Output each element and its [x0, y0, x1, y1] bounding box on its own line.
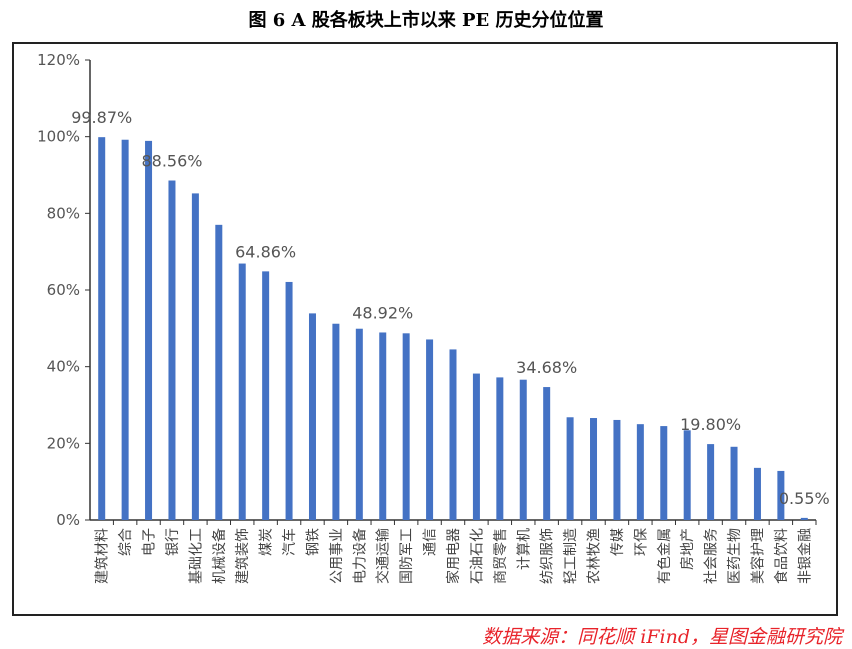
bar — [730, 446, 738, 520]
chart-title: 图 6 A 股各板块上市以来 PE 历史分位位置 — [248, 10, 604, 31]
x-category-label: 煤炭 — [259, 528, 275, 556]
bar — [496, 377, 504, 520]
bar — [168, 180, 176, 520]
bar — [121, 139, 129, 520]
x-category-label: 非银金融 — [797, 528, 813, 584]
bar — [332, 323, 340, 520]
chart-frame: 0% 20% 40% 60% 80% 100% 120% 建筑材料 综合 电子 银行 基础化工 机械设备… — [12, 42, 838, 616]
x-category-label: 电力设备 — [351, 528, 368, 584]
x-category-label: 计算机 — [516, 528, 532, 570]
x-category-label: 环保 — [633, 528, 649, 556]
x-category-label: 传媒 — [610, 528, 626, 556]
x-category-label: 钢铁 — [305, 528, 321, 556]
bar — [543, 387, 551, 520]
x-category-label: 轻工制造 — [563, 528, 579, 584]
bar — [519, 379, 527, 520]
x-category-label: 医药生物 — [727, 528, 743, 584]
x-category-label: 国防军工 — [399, 528, 415, 584]
data-label: 34.68% — [516, 358, 577, 377]
x-category-label: 基础化工 — [187, 528, 204, 584]
y-tick-label: 80% — [47, 204, 80, 222]
data-label: 19.80% — [680, 415, 741, 434]
x-category-label: 交通运输 — [375, 528, 392, 584]
x-category-label: 有色金属 — [656, 528, 673, 584]
data-label: 99.87% — [71, 108, 132, 127]
bar — [355, 328, 363, 520]
bar — [660, 426, 668, 520]
bar — [145, 140, 153, 520]
y-tick-label: 0% — [56, 511, 80, 529]
y-tick-label: 20% — [47, 434, 80, 452]
x-category-label: 纺织服饰 — [540, 528, 556, 584]
x-category-label: 农林牧渔 — [587, 528, 603, 584]
x-category-label: 电子 — [142, 528, 158, 556]
bar — [683, 430, 691, 520]
bar — [707, 444, 715, 520]
x-category-label: 食品饮料 — [773, 528, 790, 584]
bar — [191, 193, 199, 520]
x-category-label: 建筑材料 — [95, 528, 111, 584]
bar — [777, 470, 785, 520]
x-category-label: 通信 — [423, 528, 439, 556]
x-category-label: 房地产 — [680, 528, 696, 570]
bar-chart: 0% 20% 40% 60% 80% 100% 120% 建筑材料 综合 电子 银行 基础化工 机械设备… — [37, 51, 830, 584]
bar — [402, 333, 410, 520]
x-category-label: 家用电器 — [445, 528, 462, 584]
x-category-label: 汽车 — [281, 528, 298, 556]
bar — [262, 271, 270, 520]
bar — [472, 373, 480, 520]
data-label: 88.56% — [141, 152, 202, 171]
bar — [379, 332, 387, 520]
y-tick-label: 100% — [37, 128, 80, 146]
y-tick-label: 60% — [47, 281, 80, 299]
bar — [285, 281, 293, 520]
data-label: 64.86% — [235, 242, 296, 261]
bar — [613, 419, 621, 520]
x-category-label: 建筑装饰 — [235, 528, 251, 584]
bar — [566, 417, 574, 520]
x-category-label: 综合 — [118, 528, 134, 556]
bar — [308, 313, 316, 520]
data-source-note: 数据来源：同花顺 iFind，星图金融研究院 — [482, 626, 842, 648]
x-category-label: 商贸零售 — [493, 528, 509, 584]
y-tick-label: 120% — [37, 51, 80, 69]
y-tick-label: 40% — [47, 358, 80, 376]
x-category-label: 机械设备 — [211, 528, 228, 584]
data-label: 48.92% — [352, 303, 413, 322]
bar — [800, 517, 808, 520]
bar — [238, 263, 246, 520]
x-category-label: 公用事业 — [329, 528, 345, 584]
x-category-label: 美容护理 — [749, 528, 766, 584]
bar — [215, 224, 223, 521]
bar — [753, 467, 761, 520]
x-category-label: 银行 — [165, 528, 181, 556]
bar — [449, 349, 457, 520]
x-category-label: 社会服务 — [704, 528, 720, 584]
bar — [98, 137, 106, 520]
x-category-label: 石油石化 — [469, 528, 485, 584]
bar — [636, 424, 644, 520]
data-label: 0.55% — [779, 489, 830, 508]
bar — [590, 418, 598, 520]
bar — [426, 339, 434, 520]
